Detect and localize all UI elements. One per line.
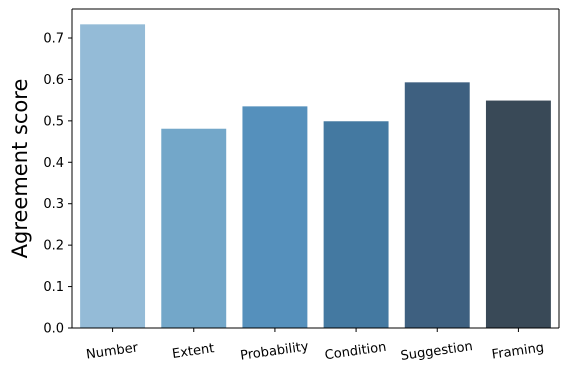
y-tick-label: 0.5 (43, 114, 64, 129)
y-tick-label: 0.6 (43, 73, 64, 88)
y-tick-label: 0.4 (43, 156, 64, 171)
bars-group (80, 24, 551, 329)
y-axis-label: Agreement score (8, 79, 32, 259)
y-axis-ticks: 0.0 0.1 0.2 0.3 0.4 0.5 0.6 0.7 (43, 32, 72, 337)
x-tick-label-suggestion: Suggestion (400, 339, 474, 364)
y-tick-label: 0.1 (43, 280, 64, 295)
x-tick-label-framing: Framing (491, 340, 545, 362)
bar-number (80, 24, 146, 329)
y-tick-label: 0.7 (43, 32, 64, 47)
y-tick-label: 0.2 (43, 239, 64, 254)
bar-suggestion (404, 82, 470, 328)
bar-probability (242, 106, 308, 328)
x-axis-ticks: Number Extent Probability Condition Suggesti… (85, 328, 545, 364)
x-tick-label-probability: Probability (239, 339, 309, 363)
x-tick-label-number: Number (85, 340, 139, 362)
y-tick-label: 0.3 (43, 197, 64, 212)
bar-extent (161, 128, 227, 328)
x-tick-label-condition: Condition (324, 340, 388, 363)
bar-condition (323, 121, 389, 329)
x-tick-label-extent: Extent (171, 341, 215, 362)
y-tick-label: 0.0 (43, 322, 64, 337)
bar-framing (485, 100, 551, 328)
